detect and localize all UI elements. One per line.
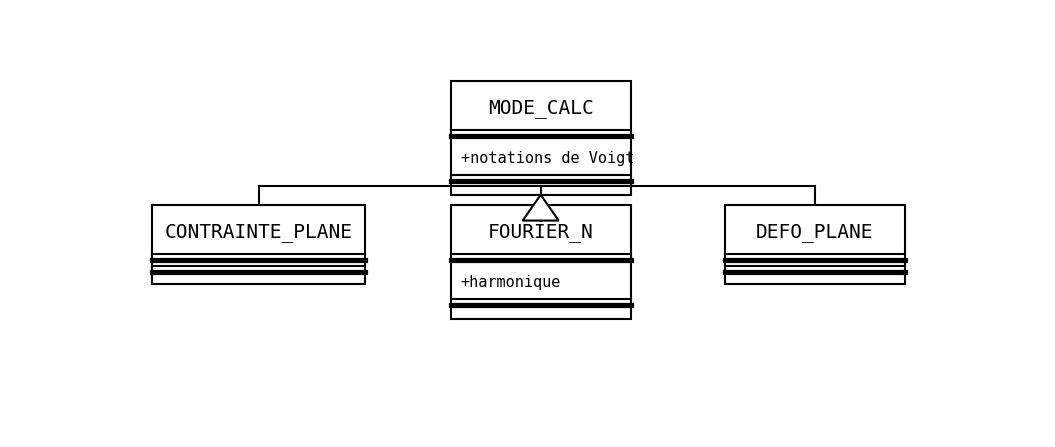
Text: DEFO_PLANE: DEFO_PLANE xyxy=(755,223,874,242)
Text: MODE_CALC: MODE_CALC xyxy=(487,99,594,118)
Text: +notations de Voigt: +notations de Voigt xyxy=(461,151,634,166)
Polygon shape xyxy=(522,195,559,220)
Text: +harmonique: +harmonique xyxy=(461,275,561,290)
Bar xyxy=(725,205,904,284)
Bar xyxy=(152,205,365,284)
Bar xyxy=(450,205,631,319)
Text: FOURIER_N: FOURIER_N xyxy=(487,223,594,242)
Text: CONTRAINTE_PLANE: CONTRAINTE_PLANE xyxy=(165,223,352,242)
Bar xyxy=(450,81,631,195)
